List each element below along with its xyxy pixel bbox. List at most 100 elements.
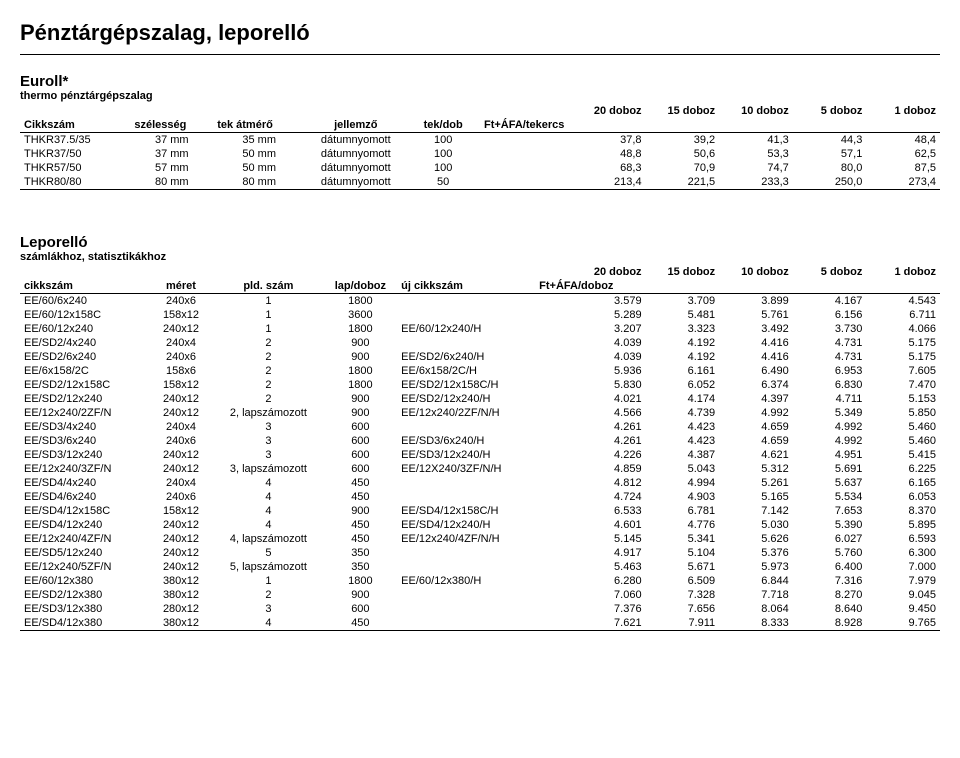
price-cell: 48,8 xyxy=(572,147,646,161)
cell: 2 xyxy=(213,350,323,364)
price-cell: 4.167 xyxy=(793,294,867,309)
col-header: méret xyxy=(149,279,213,294)
cell: EE/60/6x240 xyxy=(20,294,149,309)
cell: 1 xyxy=(213,294,323,309)
cell: EE/SD2/12x158C/H xyxy=(397,378,535,392)
cell: 900 xyxy=(324,588,398,602)
price-cell: 7.911 xyxy=(646,616,720,631)
cell: 240x12 xyxy=(149,462,213,476)
price-cell: 4.192 xyxy=(646,350,720,364)
cell: THKR37.5/35 xyxy=(20,133,130,148)
price-cell: 5.936 xyxy=(572,364,646,378)
cell: 350 xyxy=(324,560,398,574)
price-cell: 4.261 xyxy=(572,434,646,448)
cell: 5, lapszámozott xyxy=(213,560,323,574)
price-header: 15 doboz xyxy=(646,265,720,279)
price-cell: 74,7 xyxy=(719,161,793,175)
price-cell: 3.709 xyxy=(646,294,720,309)
cell: 600 xyxy=(324,448,398,462)
cell: 240x12 xyxy=(149,406,213,420)
cell: 2, lapszámozott xyxy=(213,406,323,420)
cell: 1 xyxy=(213,322,323,336)
price-cell: 5.312 xyxy=(719,462,793,476)
price-cell: 4.423 xyxy=(646,420,720,434)
price-cell: 5.390 xyxy=(793,518,867,532)
cell: 600 xyxy=(324,602,398,616)
price-cell: 4.387 xyxy=(646,448,720,462)
cell: 50 xyxy=(406,175,480,190)
cell: EE/60/12x240 xyxy=(20,322,149,336)
cell: 1 xyxy=(213,308,323,322)
col-header: pld. szám xyxy=(213,279,323,294)
price-cell: 4.812 xyxy=(572,476,646,490)
price-cell: 6.533 xyxy=(572,504,646,518)
price-cell: 9.045 xyxy=(866,588,940,602)
cell xyxy=(397,588,535,602)
cell: 450 xyxy=(324,518,398,532)
price-cell: 3.207 xyxy=(572,322,646,336)
price-header: 1 doboz xyxy=(866,104,940,118)
cell: EE/SD2/12x380 xyxy=(20,588,149,602)
price-cell: 5.153 xyxy=(866,392,940,406)
cell: 158x12 xyxy=(149,378,213,392)
cell: 1800 xyxy=(324,574,398,588)
price-cell: 62,5 xyxy=(866,147,940,161)
cell: 240x12 xyxy=(149,518,213,532)
cell: dátumnyomott xyxy=(305,161,406,175)
price-cell: 7.328 xyxy=(646,588,720,602)
price-cell: 4.992 xyxy=(719,406,793,420)
cell: EE/12x240/4ZF/N xyxy=(20,532,149,546)
cell: 5 xyxy=(213,546,323,560)
cell: EE/SD2/6x240 xyxy=(20,350,149,364)
cell: 240x12 xyxy=(149,322,213,336)
price-header: 5 doboz xyxy=(793,265,867,279)
cell: 240x12 xyxy=(149,392,213,406)
price-cell: 5.349 xyxy=(793,406,867,420)
price-cell: 39,2 xyxy=(646,133,720,148)
price-cell: 8.333 xyxy=(719,616,793,631)
cell: EE/60/12x380/H xyxy=(397,574,535,588)
price-cell: 9.765 xyxy=(866,616,940,631)
price-cell: 4.776 xyxy=(646,518,720,532)
price-cell: 68,3 xyxy=(572,161,646,175)
cell: EE/SD3/12x240/H xyxy=(397,448,535,462)
price-cell: 5.376 xyxy=(719,546,793,560)
col-header: tek átmérő xyxy=(213,118,305,133)
cell: EE/60/12x240/H xyxy=(397,322,535,336)
euroll-table: 20 doboz15 doboz10 doboz5 doboz1 dobozCi… xyxy=(20,104,940,190)
cell: 600 xyxy=(324,420,398,434)
cell: 2 xyxy=(213,364,323,378)
cell: EE/SD3/6x240/H xyxy=(397,434,535,448)
cell: EE/SD2/12x240/H xyxy=(397,392,535,406)
page-title: Pénztárgépszalag, leporelló xyxy=(20,20,940,46)
price-cell: 4.416 xyxy=(719,350,793,364)
price-cell: 4.397 xyxy=(719,392,793,406)
price-cell: 5.850 xyxy=(866,406,940,420)
euroll-title: Euroll* xyxy=(20,73,940,90)
price-cell: 41,3 xyxy=(719,133,793,148)
price-cell: 6.225 xyxy=(866,462,940,476)
cell: 900 xyxy=(324,504,398,518)
price-header: 5 doboz xyxy=(793,104,867,118)
cell: 50 mm xyxy=(213,147,305,161)
price-cell: 7.376 xyxy=(572,602,646,616)
cell: 600 xyxy=(324,462,398,476)
price-cell: 6.165 xyxy=(866,476,940,490)
cell xyxy=(397,490,535,504)
cell: 1800 xyxy=(324,322,398,336)
cell: EE/12x240/4ZF/N/H xyxy=(397,532,535,546)
price-cell: 4.566 xyxy=(572,406,646,420)
cell: 4 xyxy=(213,504,323,518)
cell: EE/12x240/2ZF/N/H xyxy=(397,406,535,420)
cell: 1 xyxy=(213,574,323,588)
price-cell: 53,3 xyxy=(719,147,793,161)
cell xyxy=(397,560,535,574)
price-cell: 4.192 xyxy=(646,336,720,350)
cell: EE/6x158/2C xyxy=(20,364,149,378)
price-cell: 4.543 xyxy=(866,294,940,309)
cell: 57 mm xyxy=(130,161,213,175)
price-cell: 6.400 xyxy=(793,560,867,574)
cell: 240x12 xyxy=(149,532,213,546)
cell: 4 xyxy=(213,476,323,490)
price-header: 20 doboz xyxy=(572,265,646,279)
